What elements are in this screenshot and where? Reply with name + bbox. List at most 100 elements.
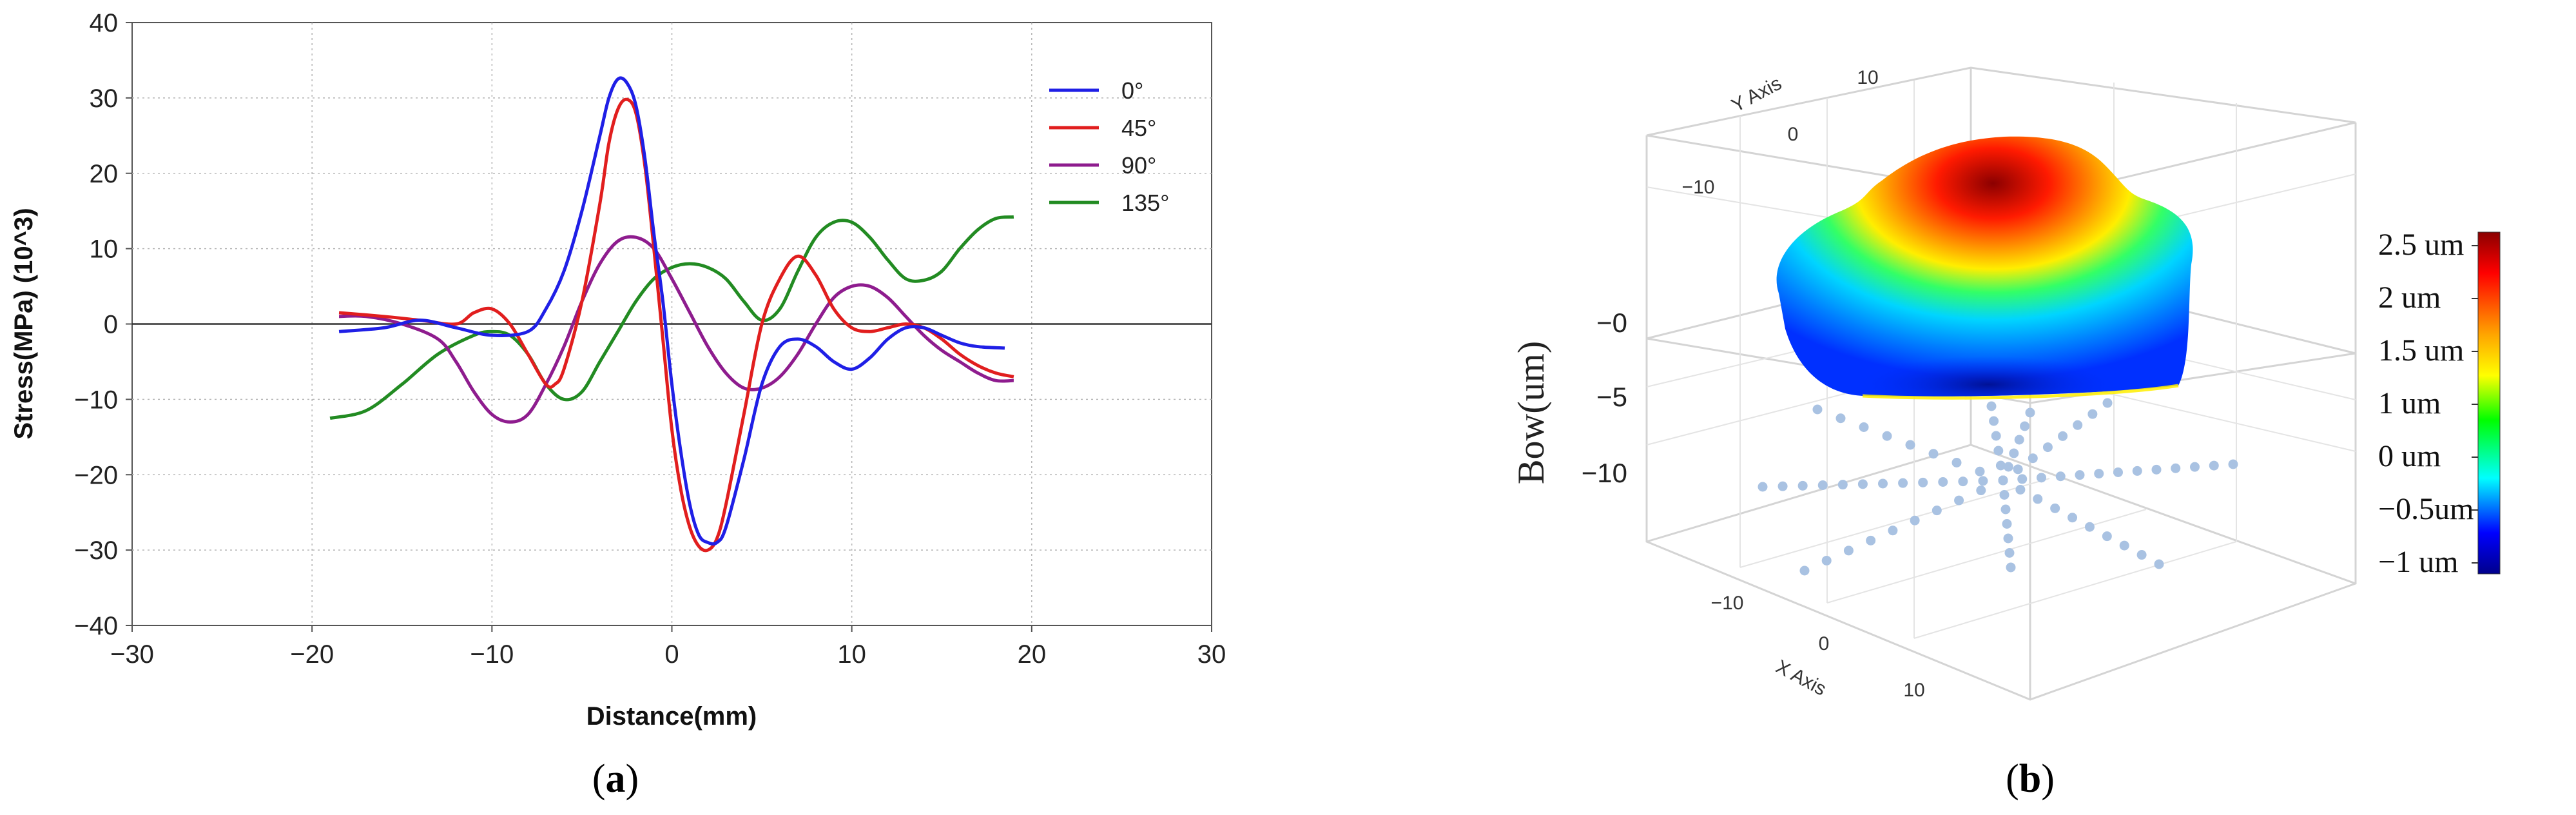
measurement-point — [2113, 467, 2123, 477]
measurement-point — [1975, 466, 1985, 476]
measurement-point — [1835, 413, 1846, 424]
colorbar-label: −0.5um — [2378, 492, 2474, 526]
colorbar — [2477, 231, 2501, 574]
measurement-point — [1954, 495, 1964, 506]
y-tick-label: 20 — [90, 160, 119, 188]
series-line-1 — [338, 97, 1014, 553]
measurement-point — [1986, 401, 1997, 411]
caption-b: (b) — [2006, 757, 2055, 801]
y-axis-label-3d: Y Axis — [1728, 73, 1785, 117]
measurement-point — [2084, 522, 2095, 532]
measurement-point — [2006, 562, 2016, 573]
z-tick: −0 — [1596, 308, 1627, 338]
measurement-point — [2042, 442, 2053, 453]
measurement-point — [2228, 459, 2238, 469]
series-line-0 — [338, 76, 1005, 546]
colorbar-label: 1 um — [2378, 386, 2441, 420]
measurement-point — [1817, 480, 1828, 490]
legend-label: 0° — [1121, 77, 1143, 104]
x-axis-label-3d: X Axis — [1772, 656, 1830, 700]
legend-label: 90° — [1121, 152, 1156, 179]
measurement-point — [1928, 449, 1939, 459]
measurement-point — [2002, 519, 2012, 529]
measurement-point — [2102, 531, 2112, 542]
colorbar-label: −1 um — [2378, 545, 2458, 579]
x-tick-labels-3d: −10 0 10 — [1711, 593, 1925, 701]
measurement-point — [1993, 446, 2004, 456]
measurement-point — [2055, 471, 2066, 482]
colorbar-label: 2.5 um — [2378, 228, 2464, 262]
colorbar-label: 1.5 um — [2378, 333, 2464, 368]
measurement-point — [2209, 460, 2219, 471]
y-tick-label: 10 — [90, 235, 119, 264]
measurement-point — [1995, 460, 2006, 471]
measurement-point — [2171, 463, 2181, 473]
measurement-point — [1797, 480, 1808, 491]
measurement-point — [1932, 506, 1942, 516]
y-tick-labels-3d: −10 0 10 — [1682, 67, 1879, 198]
z-axis-label: Bow(um) — [1510, 341, 1552, 484]
measurement-point — [1799, 565, 1810, 576]
measurement-point — [2015, 484, 2026, 495]
measurement-point — [2003, 462, 2013, 472]
series-group — [329, 76, 1014, 553]
measurement-point — [1888, 525, 1898, 536]
measurement-point — [2028, 453, 2038, 464]
caption-a: (a) — [592, 757, 639, 801]
measurement-point — [1898, 478, 1908, 488]
measurement-point — [1812, 404, 1823, 415]
x-tick-3d: 10 — [1903, 680, 1924, 701]
x-tick-labels: −30 −20 −10 0 10 20 30 — [110, 625, 1226, 669]
measurement-point — [1938, 477, 1948, 487]
measurement-point — [2136, 550, 2147, 560]
measurement-point — [2119, 540, 2129, 551]
measurement-point — [2003, 533, 2013, 544]
measurement-point — [2000, 504, 2011, 515]
measurement-point — [1951, 458, 1962, 467]
measurement-point — [2017, 474, 2028, 484]
measurement-point — [2087, 409, 2098, 419]
measurement-point — [1878, 478, 1888, 489]
legend-label: 135° — [1121, 190, 1169, 216]
y-tick-label: −10 — [74, 386, 118, 414]
measurement-point — [1758, 482, 1768, 492]
measurement-point — [2009, 448, 2019, 458]
x-tick-label: 20 — [1018, 640, 1047, 669]
measurement-point — [2004, 548, 2015, 558]
measurement-point — [1989, 416, 1999, 426]
y-tick-3d: 0 — [1788, 124, 1799, 145]
measurement-point — [1866, 535, 1876, 545]
measurement-point — [1910, 515, 1920, 525]
x-tick-label: −10 — [470, 640, 514, 669]
x-tick-3d: 0 — [1819, 633, 1830, 654]
measurement-point — [2013, 464, 2023, 475]
measurement-point — [2154, 559, 2164, 569]
measurement-point — [2102, 398, 2113, 408]
x-tick-label: 0 — [664, 640, 679, 669]
measurement-point — [2033, 494, 2043, 504]
measurement-point — [1998, 475, 2008, 486]
z-tick: −10 — [1582, 458, 1627, 488]
colorbar-label: 2 um — [2378, 280, 2441, 315]
measurement-point — [1882, 431, 1892, 441]
y-tick-label: 30 — [90, 84, 119, 113]
measurement-point — [2068, 513, 2078, 523]
measurement-point — [2025, 408, 2035, 418]
measurement-point — [1991, 431, 2001, 441]
x-tick-label: 10 — [837, 640, 866, 669]
legend-label: 45° — [1121, 115, 1156, 141]
measurement-point — [2190, 462, 2200, 472]
measurement-point — [1837, 480, 1848, 490]
measurement-point — [2094, 469, 2104, 479]
measurement-point — [2132, 466, 2142, 476]
y-tick-label: −40 — [74, 612, 118, 640]
bow-surface — [1776, 136, 2193, 400]
x-axis-label: Distance(mm) — [586, 702, 757, 731]
measurement-point — [2037, 473, 2046, 483]
measurement-point — [1976, 486, 1986, 496]
colorbar-labels: 2.5 um 2 um 1.5 um 1 um 0 um −0.5um −1 um — [2378, 228, 2478, 579]
measurement-point — [1857, 479, 1868, 489]
measurement-point — [1905, 440, 1915, 450]
